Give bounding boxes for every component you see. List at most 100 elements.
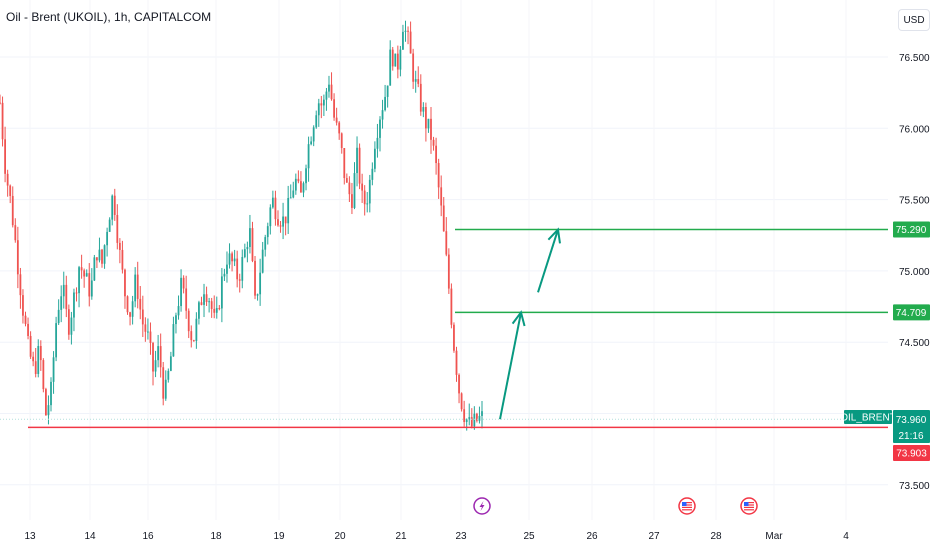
candle-body: [297, 178, 300, 182]
candle-body: [185, 288, 188, 311]
x-tick-label: 27: [648, 531, 660, 542]
x-tick-label: 18: [210, 531, 222, 542]
candle-body: [363, 190, 366, 205]
candle-body: [203, 294, 205, 305]
candle-body: [455, 350, 458, 375]
candle-body: [182, 277, 185, 289]
candle-body: [98, 249, 101, 261]
candle-body: [458, 374, 460, 394]
lightning-icon[interactable]: [473, 497, 491, 515]
candle-body: [6, 173, 9, 186]
candle-body: [231, 253, 233, 262]
candle-body: [60, 296, 63, 310]
candle-body: [144, 324, 147, 332]
candle-body: [136, 274, 139, 299]
candle-body: [200, 302, 203, 305]
time-axis[interactable]: 13 14 16 18 19 20 21 23 25 26 27 28 Mar 4: [24, 531, 849, 542]
candle-body: [1, 102, 4, 140]
candle-body: [376, 137, 379, 149]
candle-body: [470, 417, 473, 427]
countdown-badge: 21:16: [898, 431, 923, 442]
candle-body: [300, 181, 302, 193]
lightning-bolt: [479, 501, 485, 511]
y-tick-label: 75.000: [899, 267, 930, 278]
candle-body: [249, 228, 251, 248]
candle-body: [338, 122, 341, 134]
flag-stripe: [744, 506, 754, 508]
candle-body: [442, 205, 445, 232]
candle-body: [131, 301, 134, 317]
candle-body: [213, 308, 216, 313]
flag-stripe: [744, 509, 754, 511]
candle-body: [65, 284, 68, 310]
candle-body: [351, 194, 353, 208]
candle-body: [29, 335, 32, 357]
x-tick-label: Mar: [765, 531, 783, 542]
candle-body: [62, 284, 65, 297]
candle-body: [116, 214, 119, 243]
candle-body: [190, 331, 193, 341]
candle-body: [463, 409, 466, 423]
candle-body: [481, 411, 483, 416]
x-tick-label: 28: [710, 531, 722, 542]
candle-body: [19, 274, 22, 296]
candle-body: [208, 301, 211, 303]
x-tick-label: 4: [843, 531, 849, 542]
candle-body: [437, 163, 440, 188]
candle-body: [223, 273, 226, 277]
candle-body: [187, 310, 190, 332]
candle-body: [453, 324, 455, 351]
candle-body: [37, 345, 40, 374]
candle-body: [478, 415, 481, 421]
level-lines[interactable]: [0, 228, 888, 429]
candle-body: [282, 216, 284, 227]
us-flag-ring: [678, 497, 696, 515]
forecast-arrow-head[interactable]: [547, 227, 561, 244]
candle-body: [292, 190, 295, 198]
candle-body: [192, 340, 195, 342]
candle-body: [167, 370, 170, 380]
candle-body: [435, 145, 437, 164]
forecast-arrow-head[interactable]: [511, 310, 526, 327]
candle-body: [124, 269, 126, 297]
candle-body: [251, 228, 254, 261]
currency-button[interactable]: USD: [898, 9, 930, 31]
candle-body: [333, 99, 335, 118]
candle-body: [287, 198, 290, 224]
candle-body: [419, 83, 422, 112]
forecast-arrow-shaft[interactable]: [537, 229, 559, 293]
us-flag-icon[interactable]: [740, 497, 758, 515]
candle-body: [152, 342, 154, 372]
forecast-arrows[interactable]: [499, 227, 561, 420]
candle-body: [427, 118, 430, 129]
x-tick-label: 26: [586, 531, 598, 542]
candle-body: [447, 254, 450, 289]
candle-body: [111, 195, 114, 220]
flag-stripe: [744, 504, 754, 506]
candle-body: [154, 360, 157, 372]
candle-body: [39, 345, 42, 361]
x-tick-label: 14: [84, 531, 96, 542]
forecast-arrow-shaft[interactable]: [499, 312, 522, 420]
candle-body: [11, 195, 14, 226]
candle-body: [468, 417, 471, 420]
candle-body: [460, 393, 463, 410]
candle-body: [0, 102, 1, 104]
candle-body: [4, 139, 7, 174]
candle-body: [422, 107, 425, 112]
flag-stripe: [744, 502, 754, 504]
candle-body: [394, 53, 397, 67]
candle-body: [172, 324, 175, 357]
candle-body: [322, 99, 325, 106]
candle-body: [118, 242, 121, 250]
candle-body: [96, 257, 98, 261]
candle-body: [220, 276, 223, 309]
candle-body: [75, 292, 78, 294]
candle-body: [34, 361, 37, 374]
candles-layer: [0, 20, 483, 431]
x-tick-label: 23: [455, 531, 467, 542]
us-flag-icon[interactable]: [678, 497, 696, 515]
event-markers[interactable]: [473, 497, 758, 515]
